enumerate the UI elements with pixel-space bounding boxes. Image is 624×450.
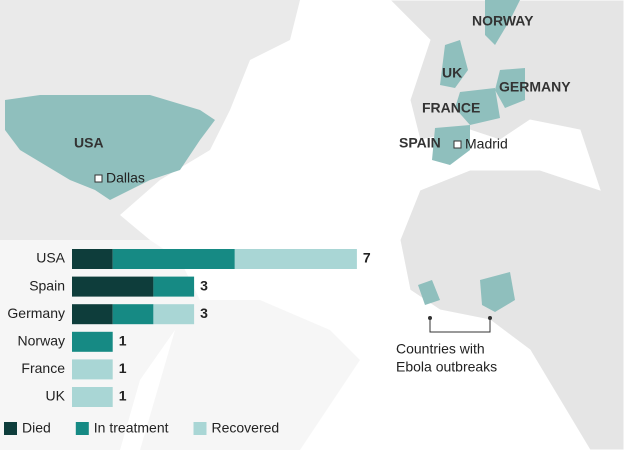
total-label: 1 bbox=[119, 333, 127, 349]
total-label: 3 bbox=[200, 305, 208, 321]
map-label: NORWAY bbox=[472, 13, 534, 29]
bar-segment bbox=[72, 304, 113, 325]
city-label: Madrid bbox=[465, 136, 508, 152]
bar-segment bbox=[153, 276, 195, 297]
map-label: UK bbox=[442, 65, 462, 81]
usa-shape bbox=[5, 95, 215, 200]
category-label: UK bbox=[46, 388, 66, 404]
bar-segment bbox=[72, 359, 113, 380]
bar-segment bbox=[112, 249, 235, 269]
chart-backdrop bbox=[0, 240, 385, 450]
category-label: USA bbox=[36, 250, 65, 266]
bar-segment bbox=[72, 387, 113, 407]
legend-label: Recovered bbox=[212, 420, 280, 436]
bar-segment bbox=[72, 249, 113, 269]
category-label: Spain bbox=[29, 277, 65, 293]
category-label: Germany bbox=[7, 305, 65, 321]
annotation: Ebola outbreaks bbox=[396, 359, 497, 375]
bar-segment bbox=[234, 249, 357, 269]
map-label: FRANCE bbox=[422, 100, 480, 116]
map-label: SPAIN bbox=[399, 135, 441, 151]
bar-segment bbox=[112, 304, 154, 325]
city-label: Dallas bbox=[106, 170, 145, 186]
bar-segment bbox=[72, 331, 113, 352]
bar-segment bbox=[153, 304, 195, 325]
total-label: 3 bbox=[200, 277, 208, 293]
legend-swatch bbox=[4, 422, 17, 435]
category-label: France bbox=[21, 360, 65, 376]
category-label: Norway bbox=[18, 333, 65, 349]
legend-label: Died bbox=[22, 420, 51, 436]
bar-segment bbox=[72, 276, 154, 297]
total-label: 1 bbox=[119, 388, 127, 404]
annotation: Countries with bbox=[396, 341, 485, 357]
map-label: GERMANY bbox=[499, 79, 571, 95]
total-label: 7 bbox=[363, 250, 371, 266]
map-label: USA bbox=[74, 135, 104, 151]
legend-swatch bbox=[193, 422, 207, 435]
legend-label: In treatment bbox=[94, 420, 169, 436]
legend-swatch bbox=[75, 422, 89, 435]
total-label: 1 bbox=[119, 360, 127, 376]
